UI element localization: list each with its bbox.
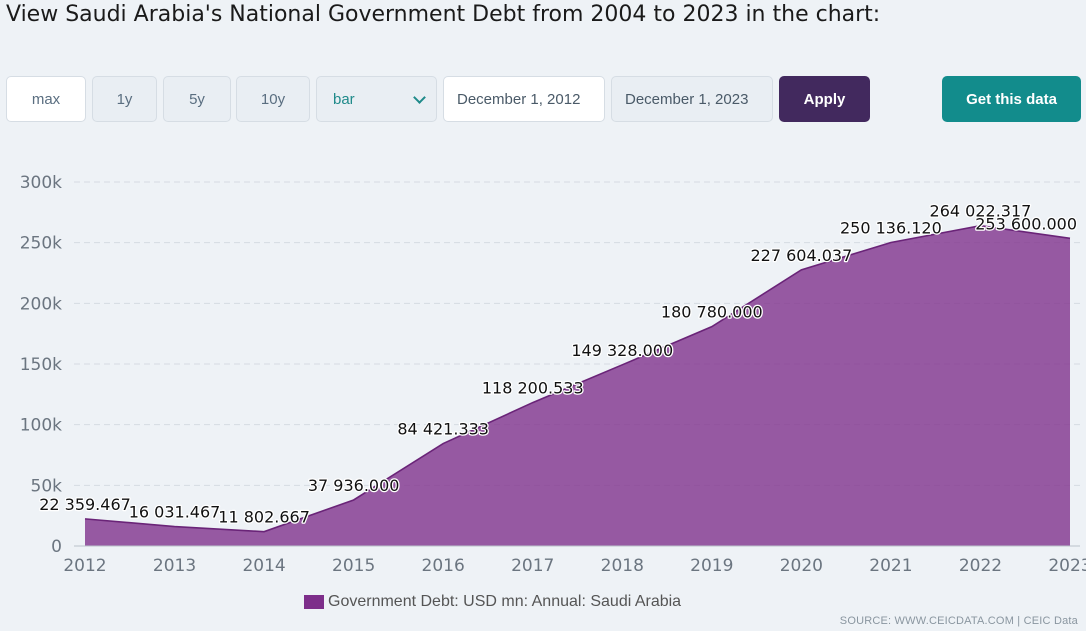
y-tick-label: 150k	[20, 355, 62, 375]
x-tick-label: 2012	[63, 556, 106, 576]
x-tick-label: 2013	[153, 556, 196, 576]
y-tick-label: 50k	[31, 476, 63, 496]
data-label: 250 136.120	[840, 219, 942, 238]
x-tick-label: 2015	[332, 556, 375, 576]
source-credit[interactable]: SOURCE: WWW.CEICDATA.COM | CEIC Data	[839, 615, 1078, 627]
data-label: 253 600.000	[975, 214, 1077, 233]
range-10y-button[interactable]: 10y	[236, 76, 310, 122]
data-label: 16 031.467	[129, 503, 221, 522]
x-tick-label: 2018	[601, 556, 644, 576]
x-tick-label: 2017	[511, 556, 554, 576]
x-tick-label: 2020	[780, 556, 823, 576]
range-max-button[interactable]: max	[6, 76, 86, 122]
x-tick-label: 2019	[690, 556, 733, 576]
data-label: 180 780.000	[661, 303, 763, 322]
y-tick-label: 100k	[20, 416, 62, 436]
series-area	[85, 225, 1070, 546]
page-title: View Saudi Arabia's National Government …	[6, 2, 881, 27]
data-label: 149 328.000	[571, 341, 673, 360]
y-tick-label: 200k	[20, 294, 62, 314]
y-tick-label: 300k	[20, 173, 62, 193]
y-tick-label: 0	[51, 537, 62, 557]
x-tick-label: 2016	[422, 556, 465, 576]
x-tick-label: 2023	[1048, 556, 1086, 576]
data-label: 22 359.467	[39, 495, 131, 514]
x-tick-label: 2014	[242, 556, 285, 576]
data-label: 11 802.667	[218, 508, 310, 527]
series-line	[84, 224, 1071, 533]
data-label: 264 022.317	[930, 202, 1032, 221]
legend-swatch	[304, 595, 324, 609]
data-label: 118 200.533	[482, 379, 584, 398]
x-tick-label: 2021	[869, 556, 912, 576]
get-data-button[interactable]: Get this data	[942, 76, 1081, 122]
x-tick-label: 2022	[959, 556, 1002, 576]
data-label: 84 421.333	[397, 420, 489, 439]
y-tick-label: 250k	[20, 234, 62, 254]
range-1y-button[interactable]: 1y	[92, 76, 157, 122]
apply-button[interactable]: Apply	[779, 76, 870, 122]
end-date-field[interactable]: December 1, 2023	[611, 76, 773, 122]
start-date-field[interactable]: December 1, 2012	[443, 76, 605, 122]
chart-type-value: bar	[333, 90, 355, 108]
data-label: 227 604.037	[750, 246, 852, 265]
chart-type-select[interactable]: bar	[316, 76, 437, 122]
legend-label: Government Debt: USD mn: Annual: Saudi A…	[328, 593, 682, 610]
data-label: 37 936.000	[308, 476, 400, 495]
range-5y-button[interactable]: 5y	[163, 76, 231, 122]
chart-legend[interactable]: Government Debt: USD mn: Annual: Saudi A…	[304, 593, 681, 611]
